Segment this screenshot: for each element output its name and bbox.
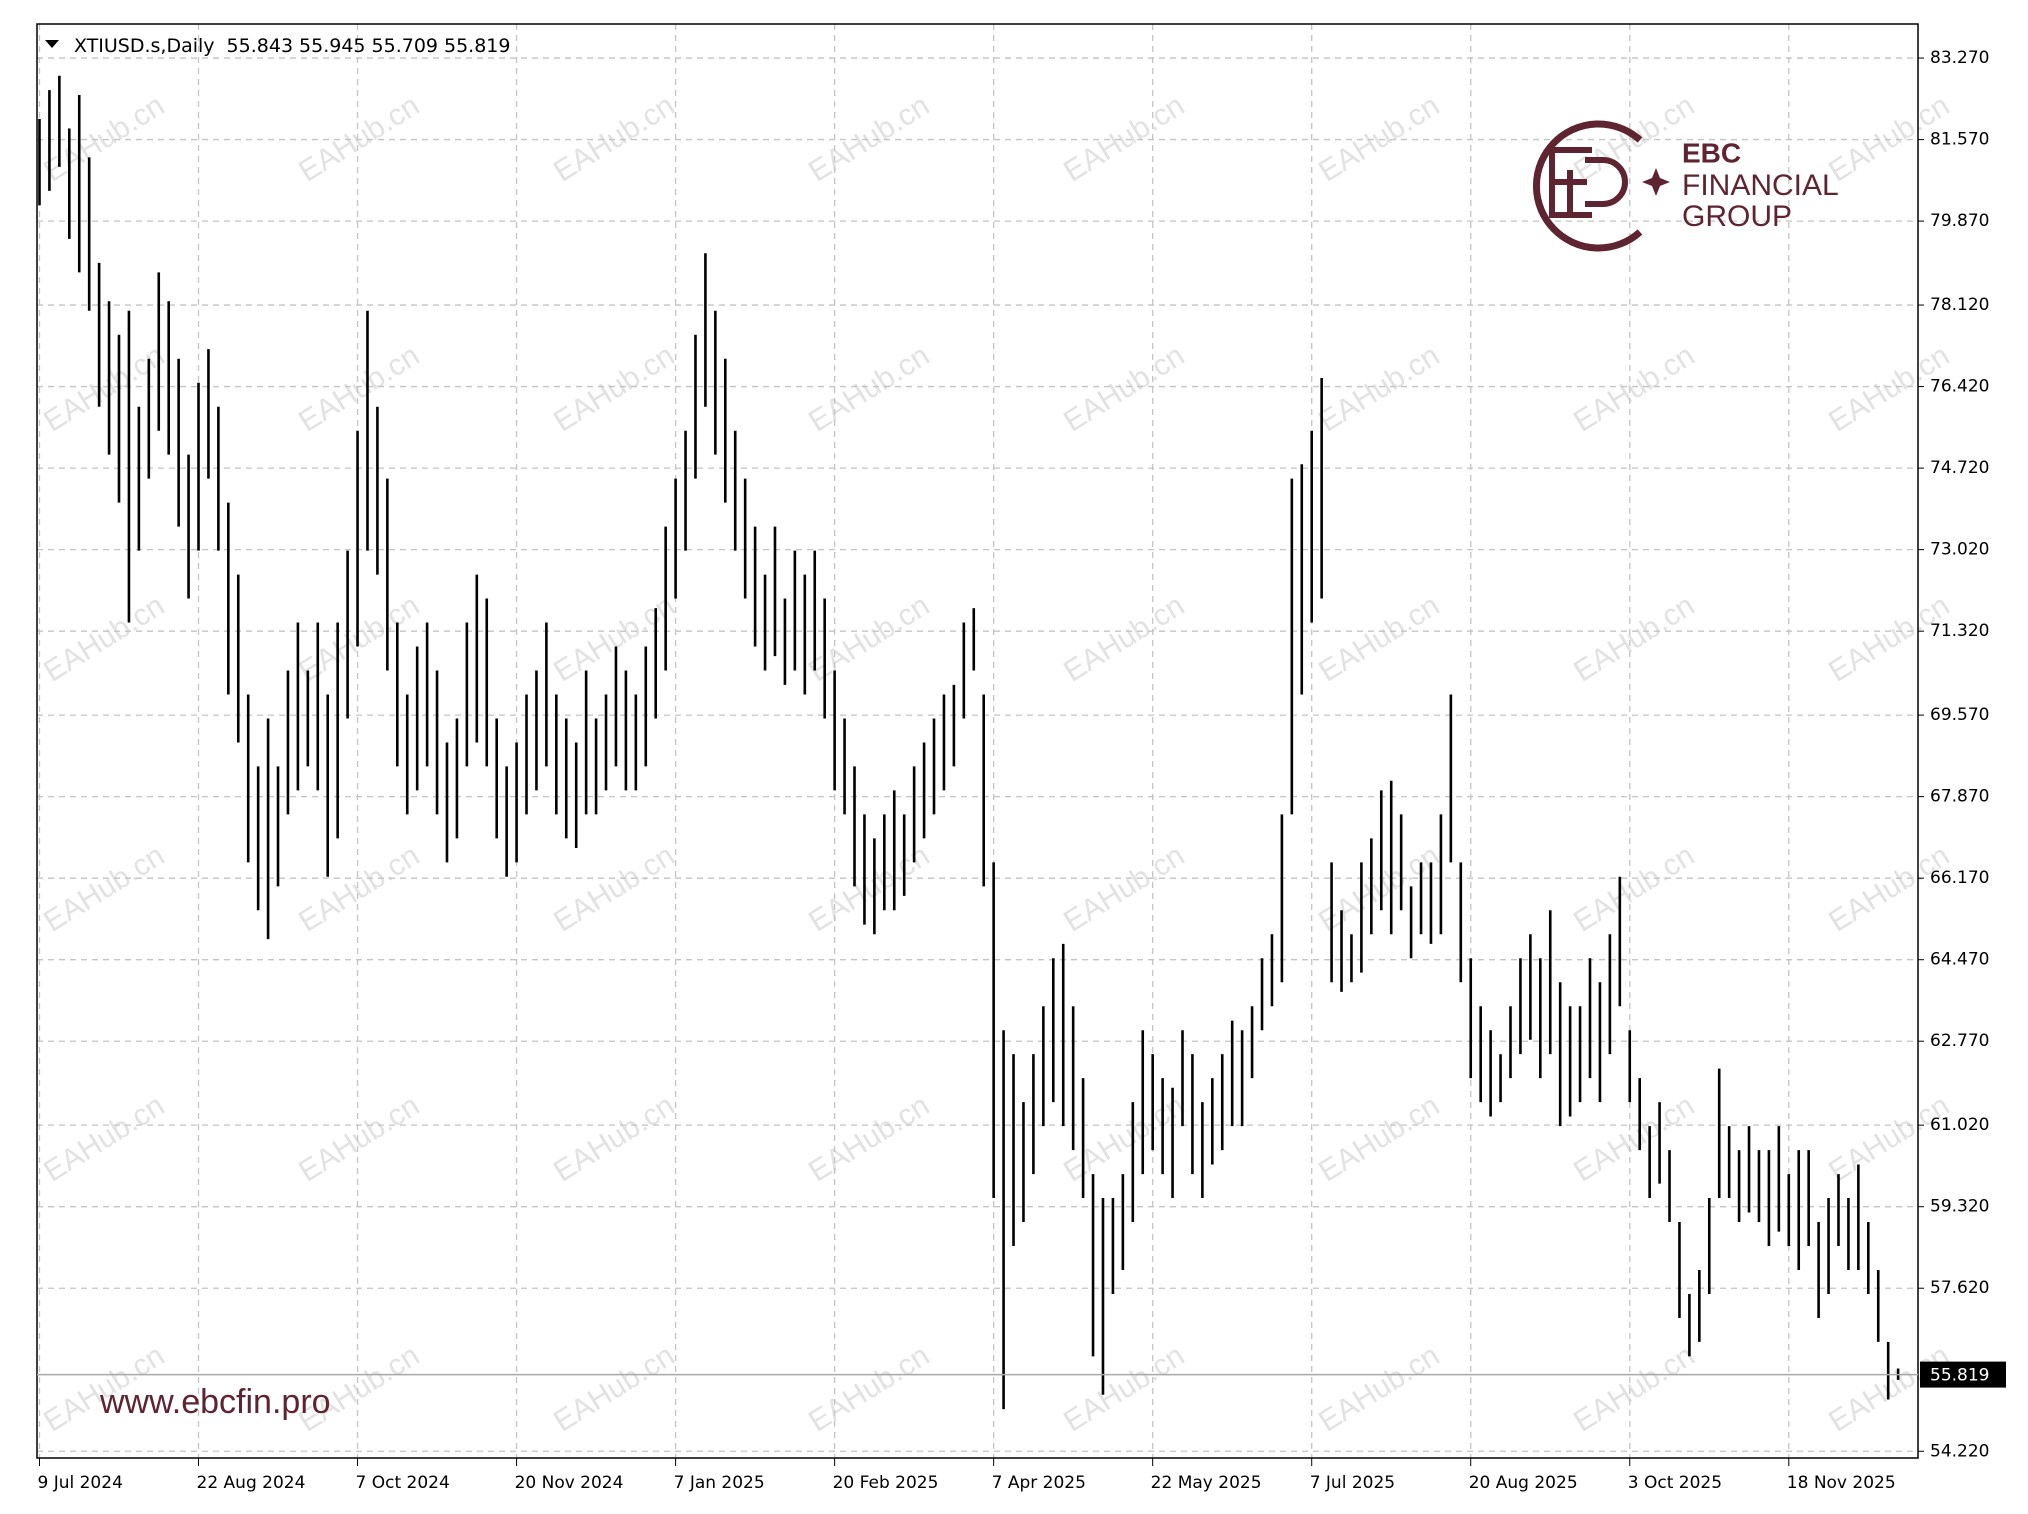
y-tick-label: 83.270 [1930, 48, 1989, 68]
y-tick-label: 73.020 [1930, 540, 1989, 560]
y-tick-label: 59.320 [1930, 1197, 1989, 1217]
brand-line: EBC [1682, 137, 1741, 168]
logo-mark [1549, 147, 1628, 218]
x-tick-label: 22 May 2025 [1151, 1473, 1262, 1493]
price-label-box [1920, 1361, 2006, 1388]
open: 55.843 [227, 35, 293, 57]
logo: EBC FINANCIAL GROUP [1532, 120, 1839, 252]
x-tick-label: 7 Apr 2025 [992, 1473, 1086, 1493]
y-tick-label: 69.570 [1930, 705, 1989, 725]
plot-frame [36, 23, 1919, 1459]
x-tick-label: 7 Jan 2025 [674, 1473, 765, 1493]
y-tick-label: 78.120 [1930, 295, 1989, 315]
y-tick-label: 57.620 [1930, 1278, 1989, 1298]
logo-ring [1532, 120, 1643, 252]
x-tick-label: 7 Oct 2024 [356, 1473, 450, 1493]
y-tick-label: 64.470 [1930, 950, 1989, 970]
x-tick-label: 22 Aug 2024 [197, 1473, 306, 1493]
y-tick-label: 62.770 [1930, 1031, 1989, 1051]
y-tick-label: 67.870 [1930, 787, 1989, 807]
y-tick-label: 71.320 [1930, 621, 1989, 641]
low: 55.709 [372, 35, 438, 57]
y-tick-label: 81.570 [1930, 130, 1989, 150]
header: XTIUSD.s,Daily 55.843 55.945 55.709 55.819 [74, 35, 510, 57]
x-tick-label: 9 Jul 2024 [37, 1473, 122, 1493]
close: 55.819 [444, 35, 510, 57]
brand-line: FINANCIAL [1682, 169, 1839, 202]
y-tick-label: 61.020 [1930, 1115, 1989, 1135]
brand-url: www.ebcfin.pro [99, 1383, 331, 1421]
x-tick-label: 20 Feb 2025 [833, 1473, 939, 1493]
x-tick-label: 20 Nov 2024 [515, 1473, 624, 1493]
y-tick-label: 74.720 [1930, 458, 1989, 478]
bars [38, 75, 1900, 1410]
y-tick-label: 66.170 [1930, 868, 1989, 888]
y-tick-label: 76.420 [1930, 377, 1989, 397]
brand-line: GROUP [1682, 200, 1792, 233]
logo-star [1642, 168, 1670, 196]
grid [37, 24, 1918, 1458]
x-tick-label: 20 Aug 2025 [1469, 1473, 1578, 1493]
x-tick-label: 7 Jul 2025 [1310, 1473, 1395, 1493]
x-tick-label: 18 Nov 2025 [1787, 1473, 1896, 1493]
price-label: 55.819 [1930, 1366, 1989, 1386]
y-tick-label: 79.870 [1930, 211, 1989, 231]
y-tick-label: 54.220 [1930, 1441, 1989, 1461]
header-arrow [45, 40, 59, 48]
symbol: XTIUSD.s,Daily [74, 35, 215, 57]
x-tick-label: 3 Oct 2025 [1628, 1473, 1722, 1493]
high: 55.945 [299, 35, 365, 57]
